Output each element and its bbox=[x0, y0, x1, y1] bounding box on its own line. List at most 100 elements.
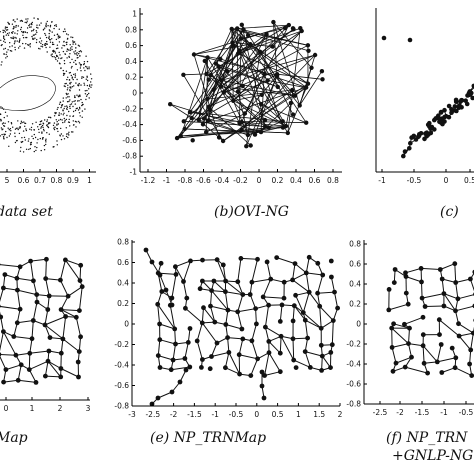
graph-edge bbox=[225, 310, 229, 325]
data-point bbox=[72, 36, 74, 39]
data-point bbox=[40, 127, 42, 129]
graph-node bbox=[315, 290, 320, 296]
data-point bbox=[9, 46, 11, 48]
graph-node bbox=[454, 108, 459, 114]
data-point bbox=[29, 43, 31, 45]
data-point bbox=[52, 41, 54, 44]
data-point bbox=[68, 72, 71, 74]
data-point bbox=[1, 133, 3, 136]
data-point bbox=[55, 38, 58, 41]
graph-node bbox=[312, 52, 318, 58]
graph-edge bbox=[295, 295, 304, 313]
data-point bbox=[66, 93, 68, 96]
data-point bbox=[41, 138, 44, 140]
data-point bbox=[71, 76, 74, 78]
data-point bbox=[60, 106, 62, 109]
graph-node bbox=[264, 259, 270, 265]
graph-node bbox=[183, 305, 188, 311]
graph-node bbox=[236, 352, 242, 358]
data-point bbox=[69, 105, 71, 108]
data-point bbox=[48, 133, 50, 135]
panel-a-x-tick-label: 5 bbox=[5, 176, 10, 185]
data-point bbox=[1, 123, 4, 125]
graph-edge bbox=[210, 74, 287, 127]
graph-node bbox=[386, 287, 392, 292]
panel-b-edges bbox=[169, 21, 323, 147]
graph-node bbox=[31, 278, 36, 284]
graph-node bbox=[223, 278, 229, 284]
data-point bbox=[57, 130, 59, 133]
data-point bbox=[90, 81, 92, 83]
data-point bbox=[53, 128, 56, 131]
graph-edge bbox=[171, 274, 177, 299]
graph-node bbox=[208, 303, 213, 309]
data-point bbox=[72, 110, 75, 113]
graph-node bbox=[280, 119, 285, 124]
panel-d-x-tick-label: 3 bbox=[86, 404, 91, 413]
graph-node bbox=[389, 345, 395, 350]
data-point bbox=[65, 33, 68, 35]
data-point bbox=[47, 25, 49, 27]
panel-e-x-tick-label: -0.5 bbox=[229, 410, 244, 419]
data-point bbox=[22, 37, 25, 39]
panel-f-y-tick-label: -0.4 bbox=[346, 360, 361, 369]
data-point bbox=[20, 120, 23, 123]
graph-edge bbox=[78, 336, 82, 352]
data-point bbox=[62, 109, 64, 111]
data-point bbox=[33, 133, 35, 136]
data-point bbox=[19, 39, 21, 42]
graph-node bbox=[452, 261, 458, 267]
data-point bbox=[57, 47, 59, 49]
data-point bbox=[39, 37, 41, 39]
graph-edge bbox=[62, 316, 67, 339]
data-point bbox=[20, 28, 22, 31]
data-point bbox=[68, 131, 70, 133]
data-point bbox=[18, 132, 21, 135]
graph-node bbox=[177, 379, 183, 385]
data-point bbox=[89, 84, 91, 86]
graph-node bbox=[453, 97, 459, 103]
data-point bbox=[25, 22, 28, 24]
graph-node bbox=[468, 347, 474, 353]
graph-node bbox=[266, 125, 271, 130]
graph-node bbox=[73, 314, 79, 320]
graph-edge bbox=[183, 260, 191, 282]
graph-node bbox=[169, 389, 175, 395]
data-point bbox=[3, 37, 5, 39]
graph-node bbox=[209, 354, 214, 359]
data-point bbox=[66, 114, 68, 117]
data-point bbox=[35, 33, 37, 35]
graph-edge bbox=[210, 28, 233, 76]
graph-edge bbox=[0, 353, 16, 356]
data-point bbox=[74, 50, 77, 52]
graph-node bbox=[330, 318, 336, 323]
graph-edge bbox=[422, 345, 438, 363]
data-point bbox=[61, 119, 63, 121]
graph-node bbox=[46, 293, 52, 299]
data-point bbox=[74, 109, 77, 112]
data-point bbox=[64, 30, 66, 33]
graph-node bbox=[239, 119, 244, 125]
panel-e-y-tick-label: 0.6 bbox=[117, 258, 129, 267]
graph-node bbox=[264, 32, 269, 37]
panel-b-y-tick-label: 0.8 bbox=[125, 25, 137, 34]
data-point bbox=[42, 128, 45, 131]
data-point bbox=[61, 57, 63, 59]
graph-node bbox=[200, 278, 205, 284]
data-point bbox=[79, 50, 82, 52]
data-point bbox=[81, 110, 84, 112]
data-point bbox=[30, 143, 32, 145]
data-point bbox=[78, 50, 81, 53]
graph-node bbox=[159, 289, 165, 294]
graph-edge bbox=[165, 289, 173, 306]
graph-node bbox=[455, 296, 461, 302]
graph-node bbox=[231, 43, 236, 48]
graph-node bbox=[306, 289, 312, 295]
graph-node bbox=[453, 355, 459, 361]
data-point bbox=[44, 27, 46, 29]
data-point bbox=[46, 124, 48, 127]
data-point bbox=[86, 84, 89, 87]
data-point bbox=[26, 32, 28, 34]
data-point bbox=[54, 57, 57, 59]
